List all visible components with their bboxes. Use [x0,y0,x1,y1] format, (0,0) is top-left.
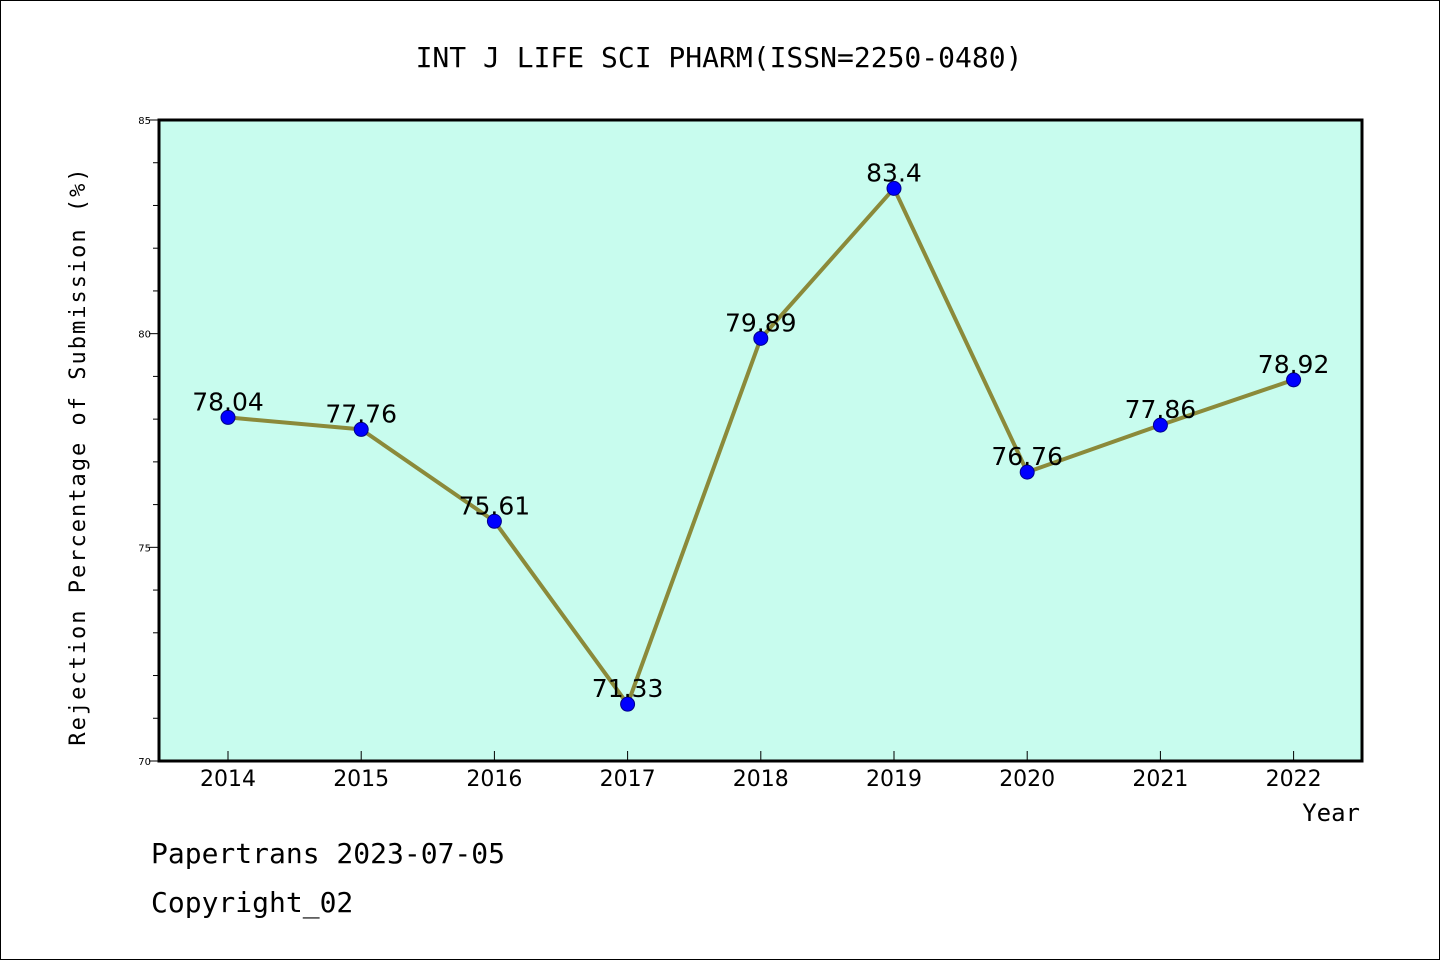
x-tick-label: 2021 [1132,767,1188,792]
x-tick-label: 2018 [733,767,789,792]
x-tick-label: 2017 [600,767,656,792]
data-label: 83.4 [866,158,922,187]
data-point [886,180,902,196]
y-tick-label: 80 [138,330,151,341]
x-tick-label: 2022 [1266,767,1322,792]
data-point [620,696,636,712]
x-tick-label: 2020 [999,767,1055,792]
data-point [753,330,769,346]
footer-copyright: Copyright_02 [151,886,354,919]
plot-area [159,120,1362,761]
x-axis-label: Year [1302,799,1360,827]
data-label: 71.33 [592,674,664,703]
data-point [1152,417,1168,433]
data-label: 76.76 [991,442,1063,471]
data-label: 77.86 [1125,395,1197,424]
data-label: 78.92 [1258,350,1330,379]
data-point [1286,372,1302,388]
x-tick-label: 2015 [333,767,389,792]
y-tick-label: 70 [138,757,151,768]
x-tick-label: 2019 [866,767,922,792]
footer-date: Papertrans 2023-07-05 [151,837,506,870]
y-tick-label: 75 [138,543,151,554]
x-axis-ticks: 2014 2015 2016 2017 2018 2019 2020 2021 2022 [200,751,1322,792]
x-tick-label: 2016 [466,767,522,792]
data-points [220,180,1302,712]
y-tick-label: 85 [138,116,151,127]
data-point [220,409,236,425]
data-point [353,421,369,437]
data-label: 78.04 [192,387,264,416]
data-point [486,513,502,529]
plot-frame [157,118,1364,763]
y-axis-ticks: 70 75 80 85 [138,116,159,768]
chart-title: INT J LIFE SCI PHARM(ISSN=2250-0480) [416,41,1023,74]
data-labels: 78.04 77.76 75.61 71.33 79.89 83.4 76.76 77.86 7… [192,158,1329,703]
data-label: 79.89 [725,308,797,337]
y-axis-label: Rejection Percentage of Submission (%) [66,166,91,745]
data-point [1019,464,1035,480]
x-tick-label: 2014 [200,767,256,792]
data-label: 77.76 [325,399,397,428]
data-label: 75.61 [459,491,531,520]
